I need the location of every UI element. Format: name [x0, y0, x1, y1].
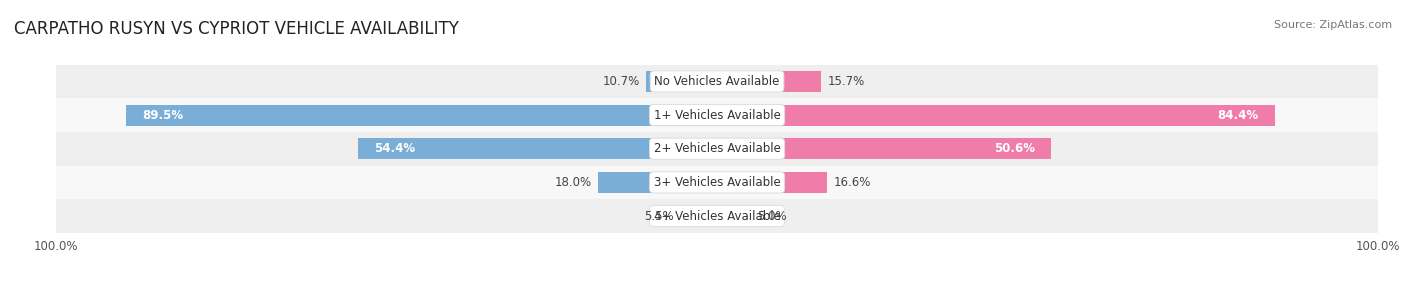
Bar	[717, 105, 1275, 126]
Bar	[598, 172, 717, 193]
Text: 16.6%: 16.6%	[834, 176, 870, 189]
Bar	[681, 206, 717, 227]
Text: 4+ Vehicles Available: 4+ Vehicles Available	[654, 210, 780, 223]
Bar	[717, 172, 827, 193]
Bar	[357, 138, 717, 159]
Text: No Vehicles Available: No Vehicles Available	[654, 75, 780, 88]
Text: Source: ZipAtlas.com: Source: ZipAtlas.com	[1274, 20, 1392, 30]
Bar	[125, 105, 717, 126]
Bar	[56, 98, 1378, 132]
Text: CARPATHO RUSYN VS CYPRIOT VEHICLE AVAILABILITY: CARPATHO RUSYN VS CYPRIOT VEHICLE AVAILA…	[14, 20, 458, 38]
Bar	[647, 71, 717, 92]
Text: 5.0%: 5.0%	[756, 210, 786, 223]
Bar	[56, 132, 1378, 166]
Bar	[717, 206, 751, 227]
Bar	[56, 166, 1378, 199]
Text: 84.4%: 84.4%	[1218, 109, 1258, 122]
Text: 5.5%: 5.5%	[644, 210, 673, 223]
Bar	[56, 199, 1378, 233]
Bar	[56, 65, 1378, 98]
Text: 3+ Vehicles Available: 3+ Vehicles Available	[654, 176, 780, 189]
Text: 89.5%: 89.5%	[142, 109, 183, 122]
Text: 50.6%: 50.6%	[994, 142, 1035, 155]
Bar	[717, 138, 1052, 159]
Text: 18.0%: 18.0%	[554, 176, 592, 189]
Text: 54.4%: 54.4%	[374, 142, 415, 155]
Text: 1+ Vehicles Available: 1+ Vehicles Available	[654, 109, 780, 122]
Text: 10.7%: 10.7%	[603, 75, 640, 88]
Bar	[717, 71, 821, 92]
Text: 15.7%: 15.7%	[827, 75, 865, 88]
Text: 2+ Vehicles Available: 2+ Vehicles Available	[654, 142, 780, 155]
